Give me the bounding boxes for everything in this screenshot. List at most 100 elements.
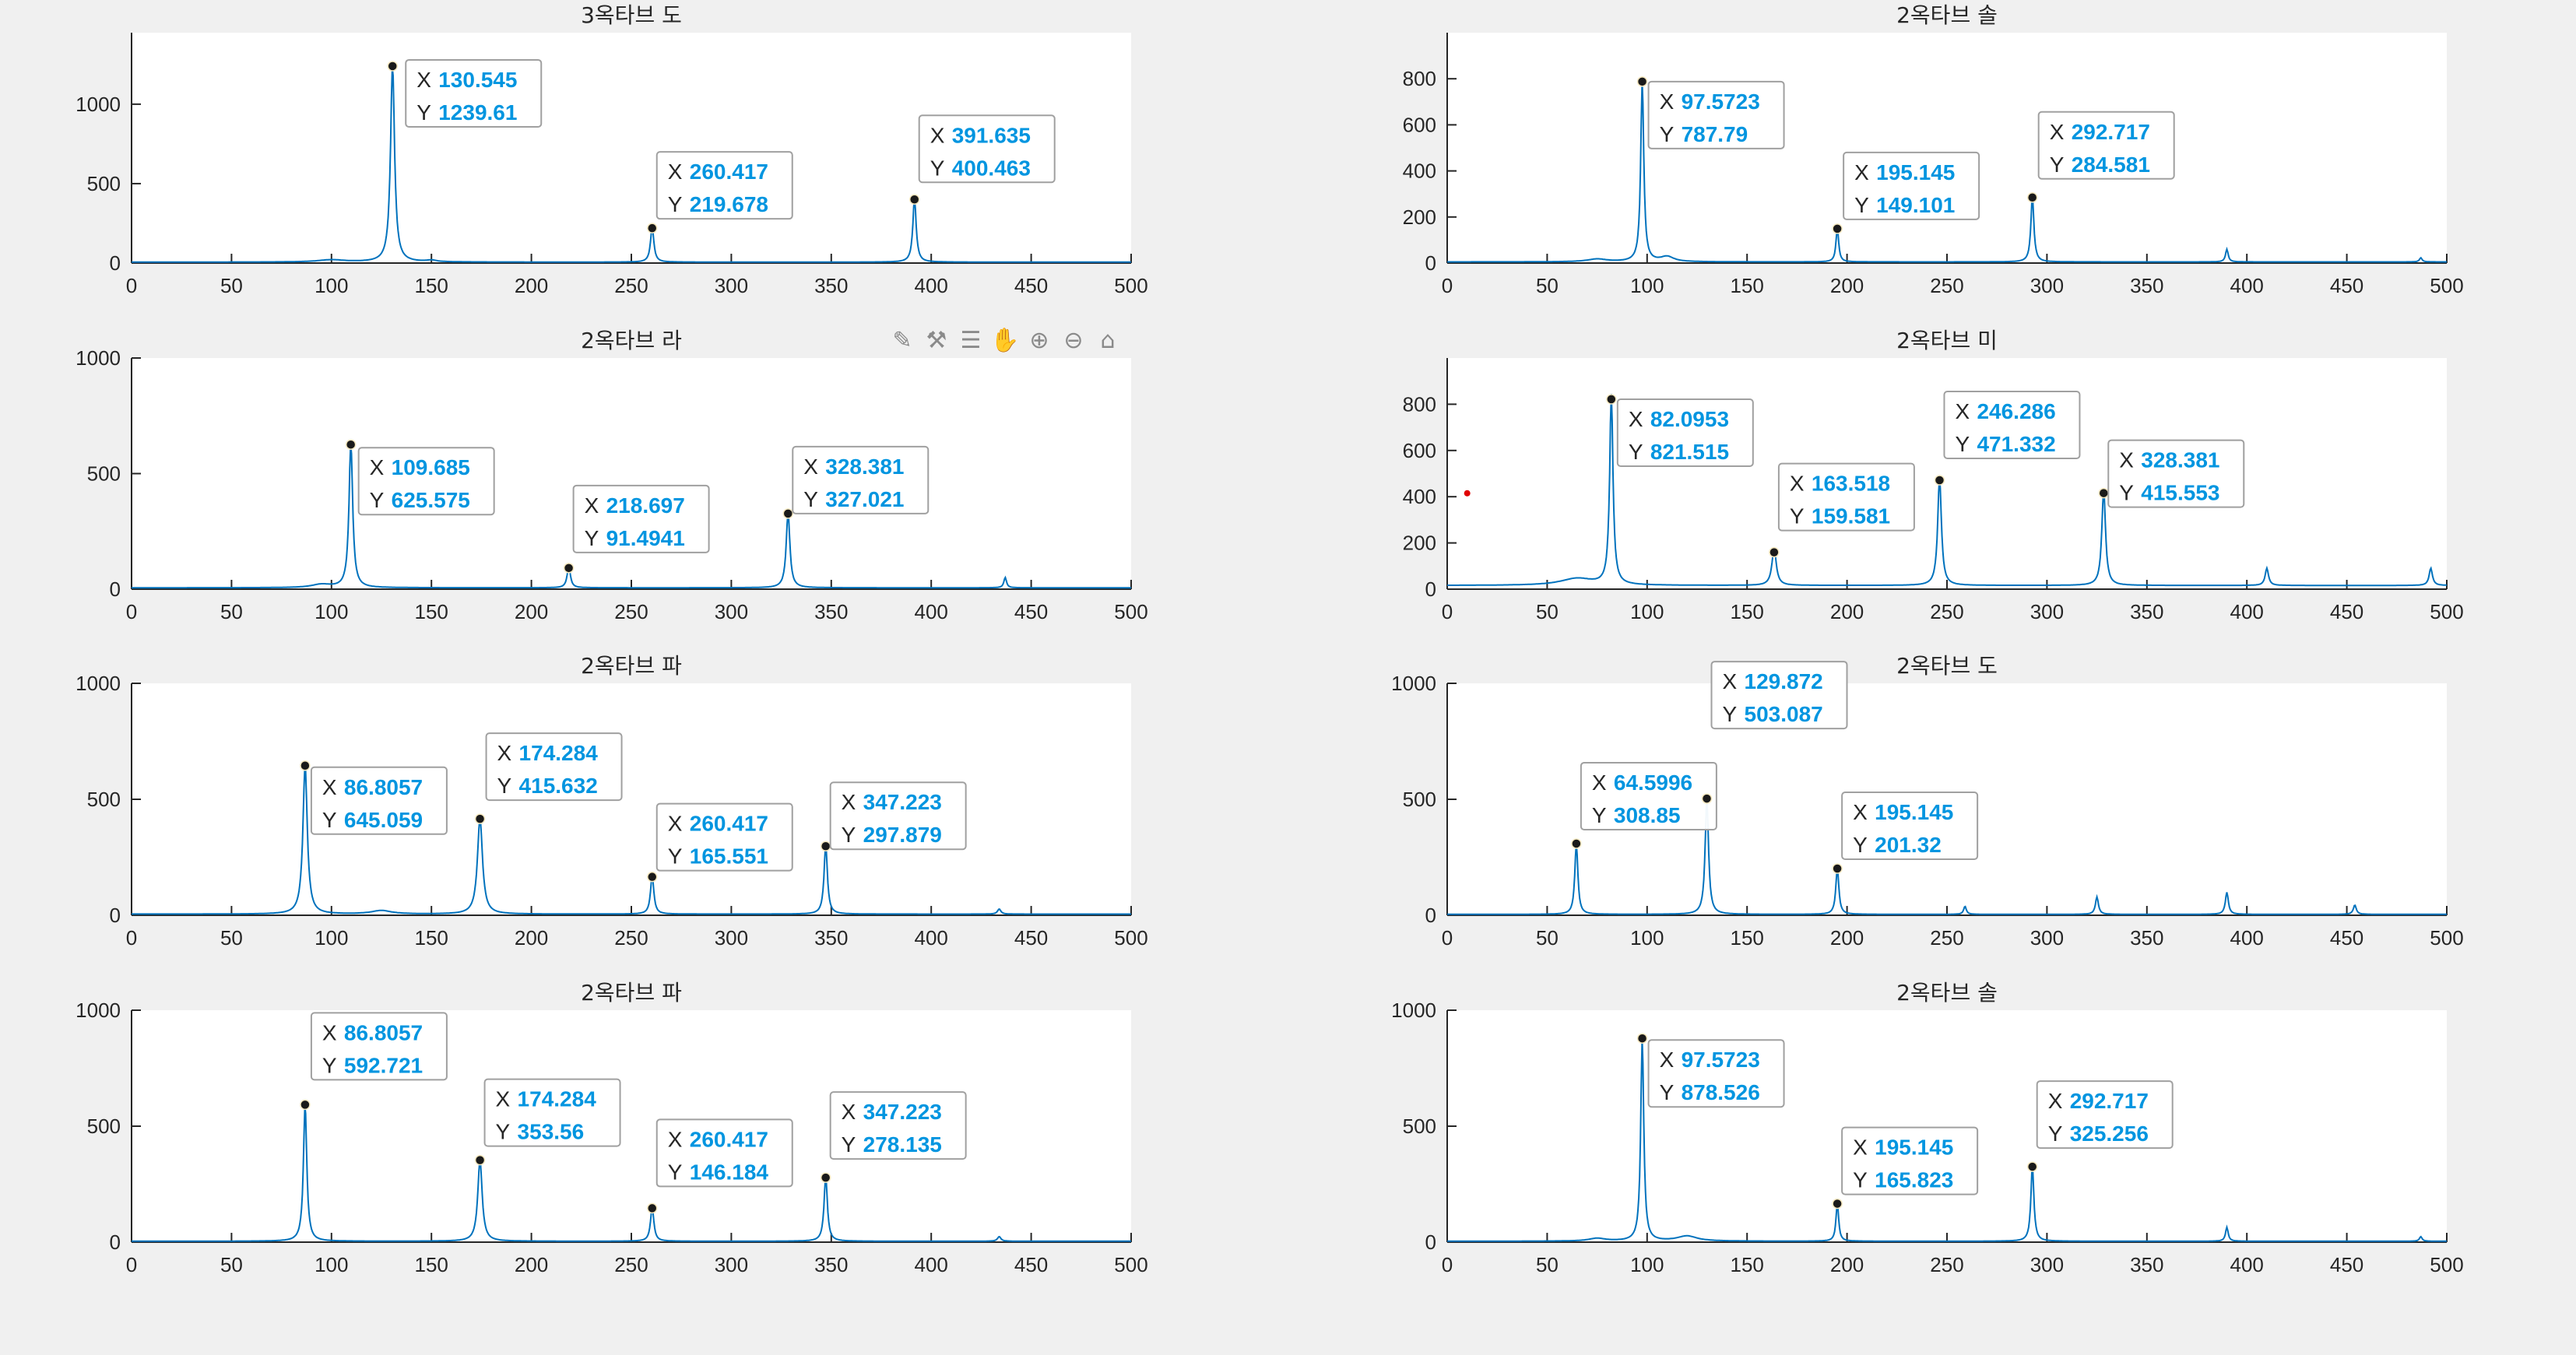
- x-tick-label: 300: [715, 600, 748, 623]
- datatip-marker[interactable]: [1636, 1033, 1648, 1044]
- x-tick-label: 200: [1830, 1253, 1864, 1276]
- datatip[interactable]: X 246.286 Y 471.332: [1943, 391, 2081, 460]
- datatip-marker[interactable]: [647, 223, 658, 233]
- datatip-x-label: X: [2050, 120, 2065, 144]
- datatip[interactable]: X 328.381 Y 327.021: [792, 445, 930, 514]
- datatip-box: [405, 58, 543, 128]
- home-icon[interactable]: ⌂: [1093, 325, 1123, 355]
- y-tick-label: 500: [1403, 1115, 1436, 1138]
- datatip[interactable]: X 292.717 Y 284.581: [2037, 111, 2175, 180]
- datatip[interactable]: X 260.417 Y 219.678: [655, 151, 793, 220]
- datatip-marker[interactable]: [474, 813, 486, 824]
- datatip-y-label: Y: [1723, 702, 1738, 726]
- datatip-marker[interactable]: [1636, 76, 1648, 87]
- datatip[interactable]: X 218.697 Y 91.4941: [572, 484, 710, 553]
- datatip-marker[interactable]: [300, 1099, 311, 1111]
- datatip[interactable]: X 86.8057 Y 645.059: [310, 766, 448, 835]
- datatip-marker[interactable]: [647, 871, 658, 883]
- datatip-box: [485, 732, 623, 802]
- x-tick-label: 200: [515, 926, 548, 950]
- pan-icon[interactable]: ✋: [990, 325, 1020, 355]
- datatip-marker[interactable]: [1606, 394, 1617, 405]
- datatip[interactable]: X 347.223 Y 278.135: [829, 1091, 967, 1160]
- datatip[interactable]: X 195.145 Y 165.823: [1841, 1126, 1979, 1195]
- datatip[interactable]: X 292.717 Y 325.256: [2036, 1080, 2174, 1150]
- axes-background: [1447, 33, 2447, 263]
- datatip-marker[interactable]: [1832, 223, 1843, 234]
- axes-background: [132, 1010, 1131, 1242]
- zoom-in-icon[interactable]: ⊕: [1024, 325, 1054, 355]
- datatip[interactable]: X 347.223 Y 297.879: [829, 781, 967, 851]
- datatip-marker[interactable]: [1769, 546, 1780, 558]
- datatip-y-label: Y: [1853, 1168, 1868, 1192]
- datatip-x-label: X: [668, 1127, 683, 1151]
- datatip-marker[interactable]: [1934, 475, 1945, 486]
- data-cursor-icon[interactable]: ⚒: [922, 325, 951, 355]
- axes-toolbar[interactable]: ✎ ⚒ ☰ ✋ ⊕ ⊖ ⌂: [887, 325, 1123, 355]
- datatip[interactable]: X 174.284 Y 353.56: [483, 1078, 621, 1147]
- datatip[interactable]: X 260.417 Y 165.551: [655, 802, 793, 872]
- brush-icon[interactable]: ✎: [887, 325, 917, 355]
- datatip-marker[interactable]: [1701, 793, 1713, 804]
- datatip-marker[interactable]: [2026, 192, 2038, 203]
- datatip[interactable]: X 328.381 Y 415.553: [2107, 439, 2245, 508]
- datatip-marker[interactable]: [345, 439, 357, 450]
- datatip[interactable]: X 195.145 Y 201.32: [1841, 792, 1979, 861]
- datatip[interactable]: X 109.685 Y 625.575: [357, 447, 495, 516]
- datatip-y-label: Y: [668, 1160, 683, 1184]
- datatip[interactable]: X 129.872 Y 503.087: [1710, 661, 1848, 730]
- datatip-y-label: Y: [668, 844, 683, 869]
- datatip-marker[interactable]: [2098, 487, 2110, 499]
- datatip-x-label: X: [668, 812, 683, 836]
- datatip-y-value: 91.4941: [606, 526, 685, 550]
- y-tick-label: 600: [1403, 113, 1436, 136]
- datatip-y-label: Y: [930, 156, 945, 180]
- datatip[interactable]: X 174.284 Y 415.632: [485, 732, 623, 802]
- y-tick-label: 200: [1403, 205, 1436, 229]
- datatip-marker[interactable]: [782, 508, 794, 519]
- datatip[interactable]: X 97.5723 Y 787.79: [1647, 80, 1785, 149]
- datatip[interactable]: X 195.145 Y 149.101: [1843, 151, 1980, 220]
- datatip-marker[interactable]: [474, 1154, 486, 1166]
- x-tick-label: 300: [2030, 274, 2064, 297]
- datatip-marker[interactable]: [820, 841, 831, 851]
- y-tick-label: 0: [1425, 1230, 1436, 1254]
- y-tick-label: 600: [1403, 439, 1436, 462]
- x-tick-label: 200: [1830, 600, 1864, 623]
- datatip[interactable]: X 86.8057 Y 592.721: [310, 1012, 448, 1081]
- datatip-marker[interactable]: [647, 1202, 658, 1214]
- datatip-marker[interactable]: [387, 61, 398, 72]
- y-tick-label: 0: [110, 251, 121, 275]
- x-tick-label: 0: [126, 1253, 137, 1276]
- datatip-marker[interactable]: [563, 563, 575, 574]
- datatip[interactable]: X 260.417 Y 146.184: [655, 1118, 793, 1188]
- datatip-box: [1841, 1126, 1979, 1195]
- datatip-y-label: Y: [416, 100, 431, 125]
- datatip-marker[interactable]: [300, 760, 311, 771]
- zoom-out-icon[interactable]: ⊖: [1059, 325, 1088, 355]
- datatip[interactable]: X 97.5723 Y 878.526: [1647, 1039, 1785, 1108]
- datatip[interactable]: X 163.518 Y 159.581: [1777, 462, 1915, 532]
- datatip-y-label: Y: [585, 526, 599, 550]
- datatip-x-label: X: [842, 1100, 856, 1124]
- datatip-marker[interactable]: [908, 194, 920, 205]
- y-tick-label: 500: [87, 1115, 121, 1138]
- datatip[interactable]: X 391.635 Y 400.463: [918, 114, 1056, 184]
- svg-text:☰: ☰: [961, 327, 982, 354]
- datatip-y-value: 787.79: [1682, 122, 1748, 146]
- datatip[interactable]: X 64.5996 Y 308.85: [1580, 761, 1717, 830]
- x-tick-label: 400: [915, 274, 948, 297]
- datatip-marker[interactable]: [1832, 1198, 1843, 1209]
- chart-title: 2옥타브 도: [1896, 653, 1998, 679]
- datatip-marker[interactable]: [2026, 1161, 2038, 1172]
- x-tick-label: 400: [2230, 600, 2264, 623]
- datatip-x-value: 195.145: [1875, 800, 1953, 824]
- datatip[interactable]: X 82.0953 Y 821.515: [1616, 398, 1754, 468]
- datatip[interactable]: X 130.545 Y 1239.61: [405, 58, 543, 128]
- x-tick-label: 150: [1731, 1253, 1764, 1276]
- legend-icon[interactable]: ☰: [956, 325, 986, 355]
- datatip-x-value: 328.381: [825, 455, 904, 479]
- datatip-marker[interactable]: [1832, 863, 1843, 874]
- datatip-marker[interactable]: [1571, 838, 1582, 849]
- datatip-marker[interactable]: [820, 1172, 831, 1183]
